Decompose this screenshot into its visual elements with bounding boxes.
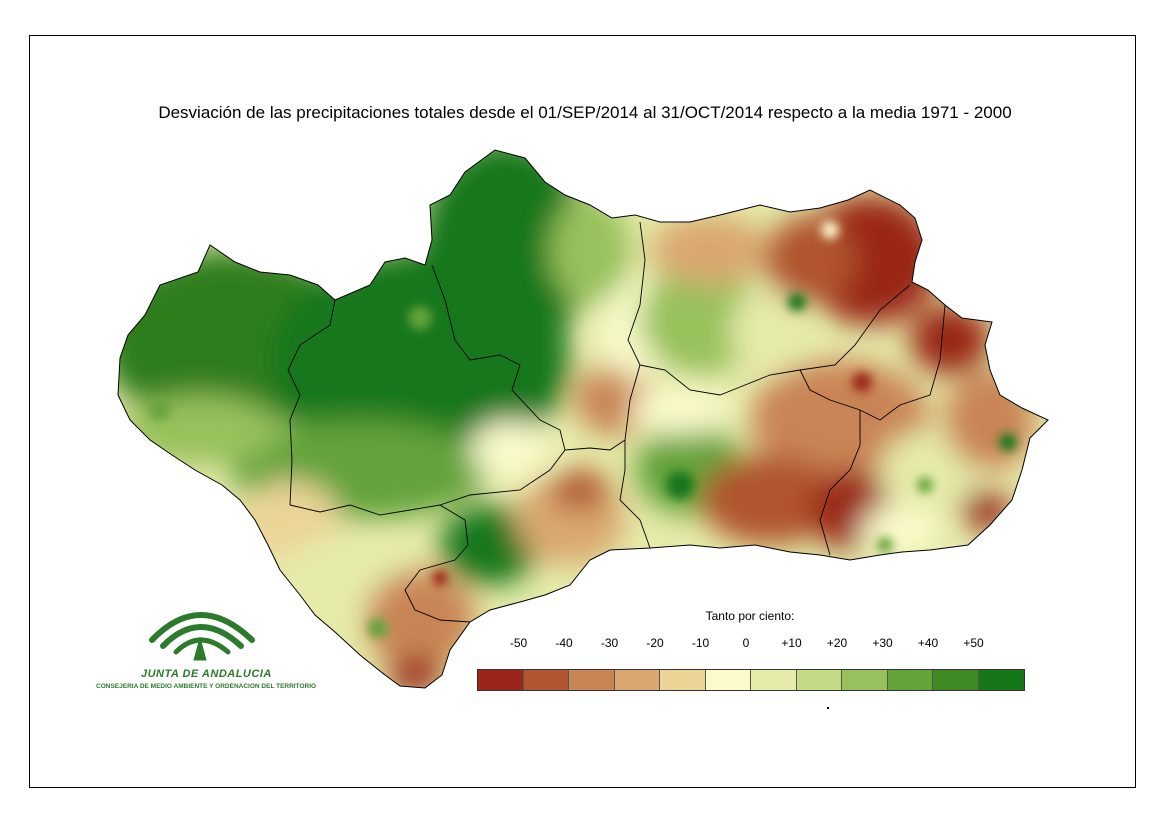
- legend-swatch: [614, 670, 660, 690]
- legend-tick-label: +50: [963, 636, 984, 650]
- legend-swatch: [978, 670, 1024, 690]
- legend-tick-label: -20: [646, 636, 664, 650]
- legend-tick-label: +40: [917, 636, 939, 650]
- legend-tick-label: +20: [826, 636, 848, 650]
- precipitation-field: [118, 150, 1048, 688]
- legend-tick-label: -40: [555, 636, 573, 650]
- legend-swatch: [842, 670, 888, 690]
- legend-swatch: [887, 670, 933, 690]
- legend-swatch: [523, 670, 569, 690]
- legend-swatch: [569, 670, 615, 690]
- legend-swatch: [933, 670, 979, 690]
- legend-swatch: [705, 670, 751, 690]
- legend-labels: -50 -40 -30 -20 -10 0 +10 +20 +30 +40 +50: [0, 636, 1170, 652]
- stray-dot: [827, 707, 829, 709]
- legend-tick-label: -50: [509, 636, 528, 650]
- legend-swatch: [660, 670, 706, 690]
- legend-swatch: [478, 670, 524, 690]
- province-borders: [287, 221, 946, 623]
- legend-tick-label: +30: [872, 636, 893, 650]
- logo-name: JUNTA DE ANDALUCIA: [141, 668, 272, 680]
- legend-swatch: [796, 670, 842, 690]
- legend-tick-label: +10: [781, 636, 802, 650]
- legend-tick-label: -10: [691, 636, 710, 650]
- legend-tick-label: 0: [742, 636, 750, 650]
- legend-color-bar: [477, 669, 1025, 691]
- junta-logo-icon: [149, 612, 255, 661]
- map-frame: [29, 35, 1136, 788]
- logo-subtitle: CONSEJERIA DE MEDIO AMBIENTE Y ORDENACIO…: [96, 683, 317, 690]
- map-title: Desviación de las precipitaciones totale…: [158, 103, 1012, 122]
- legend-title: Tanto por ciento:: [705, 609, 795, 623]
- legend-tick-label: -30: [600, 636, 619, 650]
- legend-swatch: [751, 670, 797, 690]
